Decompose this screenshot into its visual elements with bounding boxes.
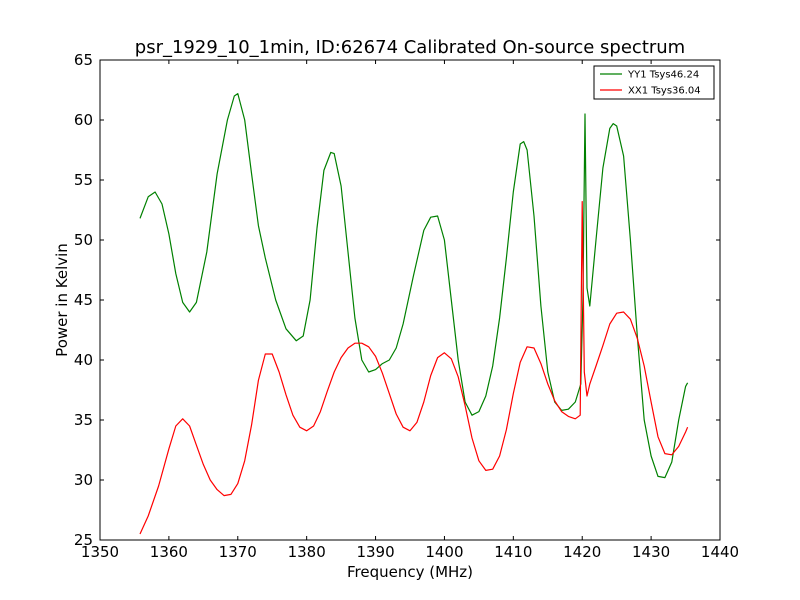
y-tick-label: 45 xyxy=(74,291,93,309)
chart-title: psr_1929_10_1min, ID:62674 Calibrated On… xyxy=(135,37,685,58)
y-tick-label: 40 xyxy=(74,351,93,369)
x-tick-label: 1350 xyxy=(81,543,119,561)
tick-layer: 1350 1360 1370 1380 1390 1400 1410 1420 1430 1440… xyxy=(74,51,739,561)
plot-area xyxy=(100,60,720,540)
series-layer xyxy=(139,92,689,535)
x-axis-label: Frequency (MHz) xyxy=(347,563,473,581)
legend-label-xx1: XX1 Tsys36.04 xyxy=(628,86,701,97)
x-tick-label: 1440 xyxy=(701,543,739,561)
plot-frame xyxy=(99,59,721,541)
x-tick-label: 1360 xyxy=(150,543,188,561)
y-tick-label: 55 xyxy=(74,171,93,189)
x-tick-label: 1400 xyxy=(425,543,463,561)
legend: YY1 Tsys46.24 XX1 Tsys36.04 xyxy=(593,65,715,100)
legend-box xyxy=(593,65,715,100)
legend-label-yy1: YY1 Tsys46.24 xyxy=(627,70,699,81)
y-axis-label: Power in Kelvin xyxy=(53,243,71,357)
y-tick-label: 25 xyxy=(74,531,93,549)
x-tick-label: 1410 xyxy=(494,543,532,561)
x-tick-label: 1430 xyxy=(632,543,670,561)
y-tick-label: 35 xyxy=(74,411,93,429)
x-tick-label: 1380 xyxy=(288,543,326,561)
y-tick-label: 60 xyxy=(74,111,93,129)
y-tick-label: 65 xyxy=(74,51,93,69)
series-line-yy1 xyxy=(139,92,689,479)
series-line-xx1 xyxy=(139,201,689,535)
y-tick-label: 30 xyxy=(74,471,93,489)
x-tick-label: 1390 xyxy=(356,543,394,561)
y-tick-label: 50 xyxy=(74,231,93,249)
x-tick-label: 1420 xyxy=(563,543,601,561)
x-tick-label: 1370 xyxy=(219,543,257,561)
